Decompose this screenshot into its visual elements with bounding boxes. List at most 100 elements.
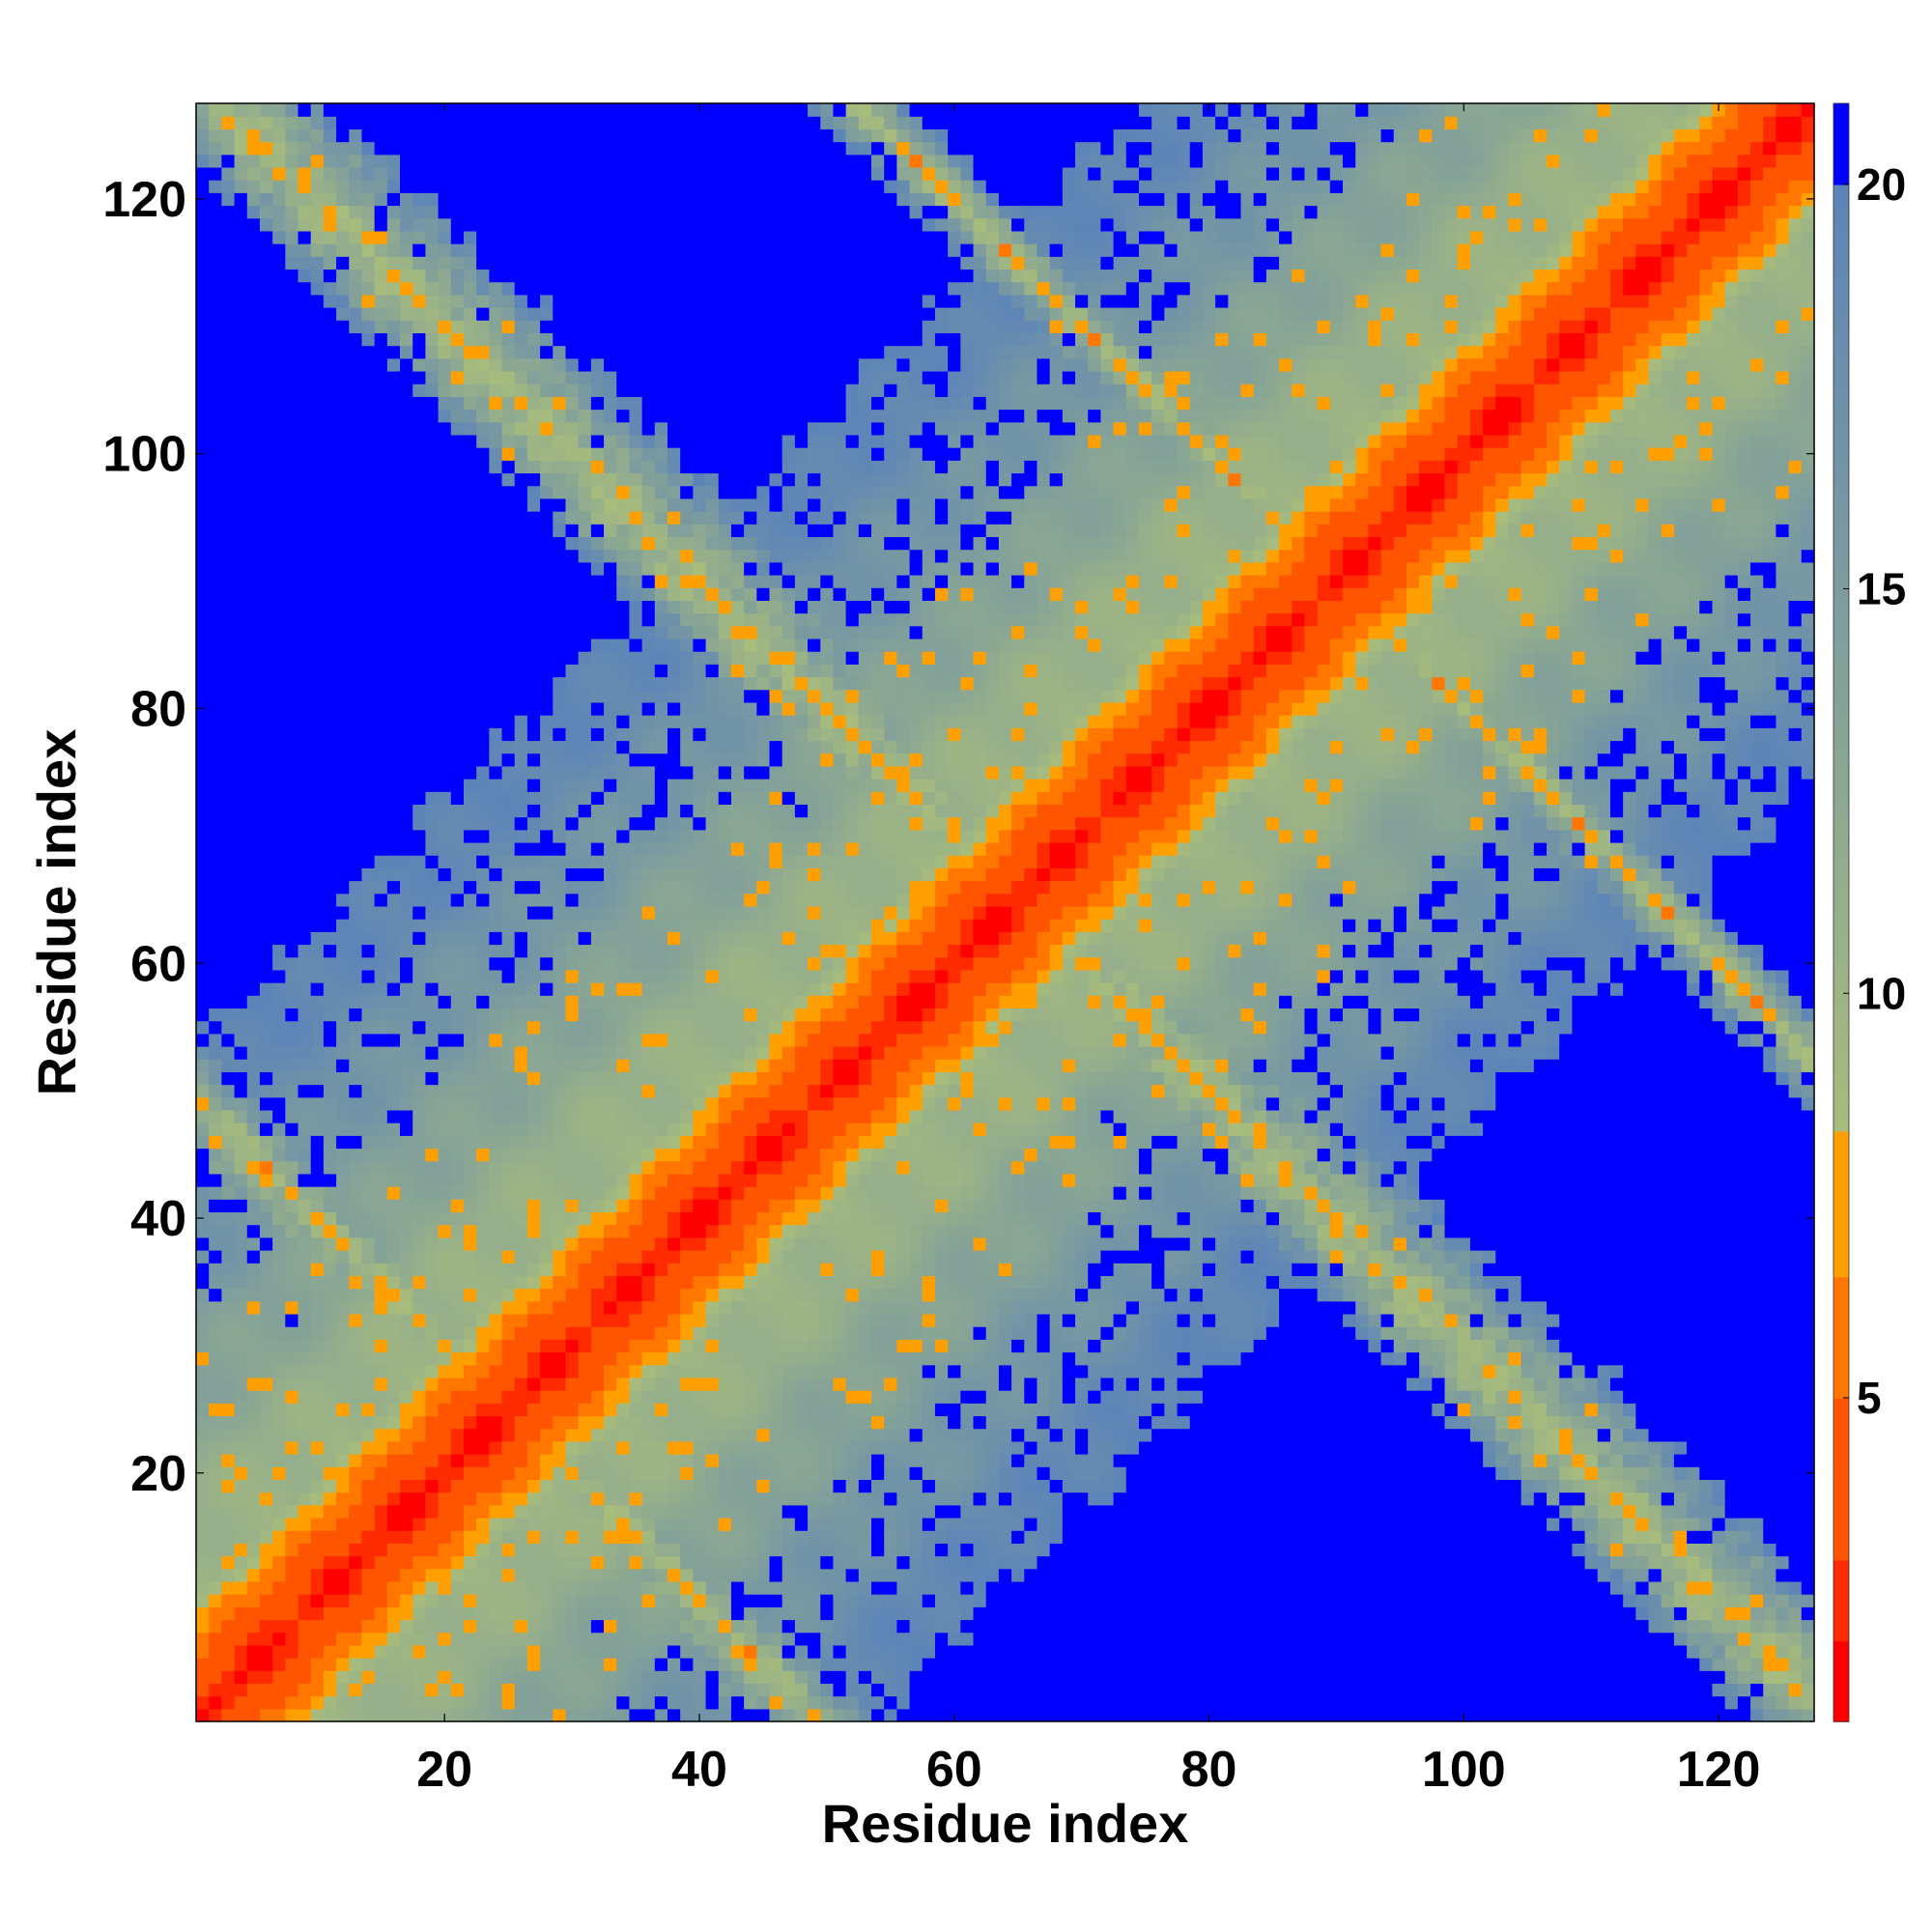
- heatmap-cell: [514, 497, 528, 512]
- heatmap-cell: [298, 357, 312, 372]
- heatmap-cell: [196, 587, 210, 601]
- heatmap-cell: [616, 1250, 631, 1264]
- heatmap-cell: [514, 893, 528, 907]
- heatmap-cell: [259, 370, 273, 384]
- heatmap-cell: [412, 1059, 426, 1072]
- heatmap-cell: [209, 281, 222, 296]
- heatmap-cell: [272, 166, 286, 181]
- heatmap-cell: [374, 574, 388, 588]
- heatmap-cell: [310, 103, 325, 117]
- heatmap-cell: [412, 1275, 426, 1290]
- heatmap-cell: [489, 1263, 503, 1276]
- heatmap-cell: [680, 1377, 694, 1391]
- heatmap-cell: [349, 600, 363, 614]
- heatmap-cell: [604, 320, 617, 333]
- heatmap-cell: [209, 180, 222, 193]
- heatmap-cell: [616, 804, 631, 818]
- heatmap-cell: [501, 689, 516, 703]
- heatmap-cell: [604, 1224, 617, 1238]
- heatmap-cell: [336, 1555, 350, 1570]
- heatmap-cell: [412, 460, 426, 474]
- heatmap-cell: [667, 524, 681, 538]
- heatmap-cell: [285, 1695, 299, 1710]
- heatmap-cell: [489, 1199, 503, 1213]
- heatmap-cell: [604, 612, 617, 627]
- heatmap-cell: [285, 1339, 299, 1353]
- heatmap-cell: [604, 600, 617, 614]
- heatmap-cell: [285, 995, 299, 1009]
- heatmap-cell: [259, 1555, 273, 1570]
- heatmap-cell: [272, 447, 286, 461]
- heatmap-cell: [412, 995, 426, 1009]
- heatmap-cell: [526, 1045, 541, 1060]
- heatmap-cell: [604, 1377, 617, 1391]
- heatmap-cell: [196, 434, 210, 448]
- heatmap-cell: [361, 1288, 376, 1302]
- heatmap-cell: [349, 320, 363, 333]
- heatmap-cell: [272, 841, 286, 856]
- heatmap-cell: [476, 1173, 490, 1187]
- heatmap-cell: [361, 701, 376, 716]
- heatmap-cell: [196, 1658, 210, 1671]
- heatmap-cell: [565, 497, 580, 512]
- heatmap-cell: [425, 1594, 440, 1607]
- heatmap-cell: [221, 664, 236, 678]
- heatmap-cell: [450, 332, 465, 347]
- heatmap-cell: [285, 1020, 299, 1035]
- heatmap-cell: [680, 727, 694, 742]
- heatmap-cell: [298, 1543, 312, 1557]
- heatmap-cell: [196, 1543, 210, 1557]
- heatmap-cell: [641, 421, 656, 436]
- heatmap-cell: [489, 995, 503, 1009]
- heatmap-cell: [259, 485, 273, 499]
- heatmap-cell: [361, 180, 376, 193]
- heatmap-cell: [272, 370, 286, 384]
- heatmap-cell: [412, 1390, 426, 1404]
- heatmap-cell: [285, 816, 299, 831]
- heatmap-cell: [514, 791, 528, 805]
- heatmap-cell: [616, 1632, 631, 1646]
- heatmap-cell: [540, 1364, 554, 1378]
- heatmap-cell: [323, 485, 337, 499]
- heatmap-cell: [565, 1695, 580, 1710]
- heatmap-cell: [553, 1517, 567, 1531]
- heatmap-cell: [323, 701, 337, 716]
- heatmap-cell: [298, 1160, 312, 1175]
- heatmap-cell: [680, 370, 694, 384]
- heatmap-cell: [336, 549, 350, 563]
- heatmap-cell: [425, 701, 440, 716]
- heatmap-cell: [400, 995, 413, 1009]
- heatmap-cell: [221, 497, 236, 512]
- heatmap-cell: [578, 396, 592, 411]
- heatmap-cell: [578, 128, 592, 143]
- heatmap-cell: [654, 1504, 668, 1519]
- heatmap-cell: [667, 841, 681, 856]
- heatmap-cell: [501, 1224, 516, 1238]
- heatmap-cell: [272, 982, 286, 996]
- heatmap-cell: [349, 1313, 363, 1327]
- heatmap-cell: [209, 1530, 222, 1544]
- heatmap-cell: [616, 1199, 631, 1213]
- heatmap-cell: [680, 1530, 694, 1544]
- heatmap-cell: [526, 701, 541, 716]
- heatmap-cell: [604, 332, 617, 347]
- heatmap-cell: [501, 1084, 516, 1098]
- heatmap-cell: [553, 281, 567, 296]
- heatmap-cell: [578, 472, 592, 487]
- heatmap-cell: [361, 1351, 376, 1366]
- heatmap-cell: [604, 1351, 617, 1366]
- heatmap-cell: [501, 1020, 516, 1035]
- heatmap-cell: [604, 243, 617, 257]
- heatmap-cell: [310, 1326, 325, 1340]
- heatmap-cell: [540, 905, 554, 920]
- heatmap-cell: [386, 1644, 401, 1659]
- heatmap-cell: [629, 600, 643, 614]
- heatmap-cell: [641, 1045, 656, 1060]
- heatmap-cell: [349, 460, 363, 474]
- heatmap-cell: [489, 256, 503, 270]
- heatmap-cell: [553, 625, 567, 639]
- heatmap-cell: [489, 128, 503, 143]
- heatmap-cell: [489, 676, 503, 691]
- heatmap-cell: [641, 192, 656, 207]
- heatmap-cell: [438, 753, 452, 767]
